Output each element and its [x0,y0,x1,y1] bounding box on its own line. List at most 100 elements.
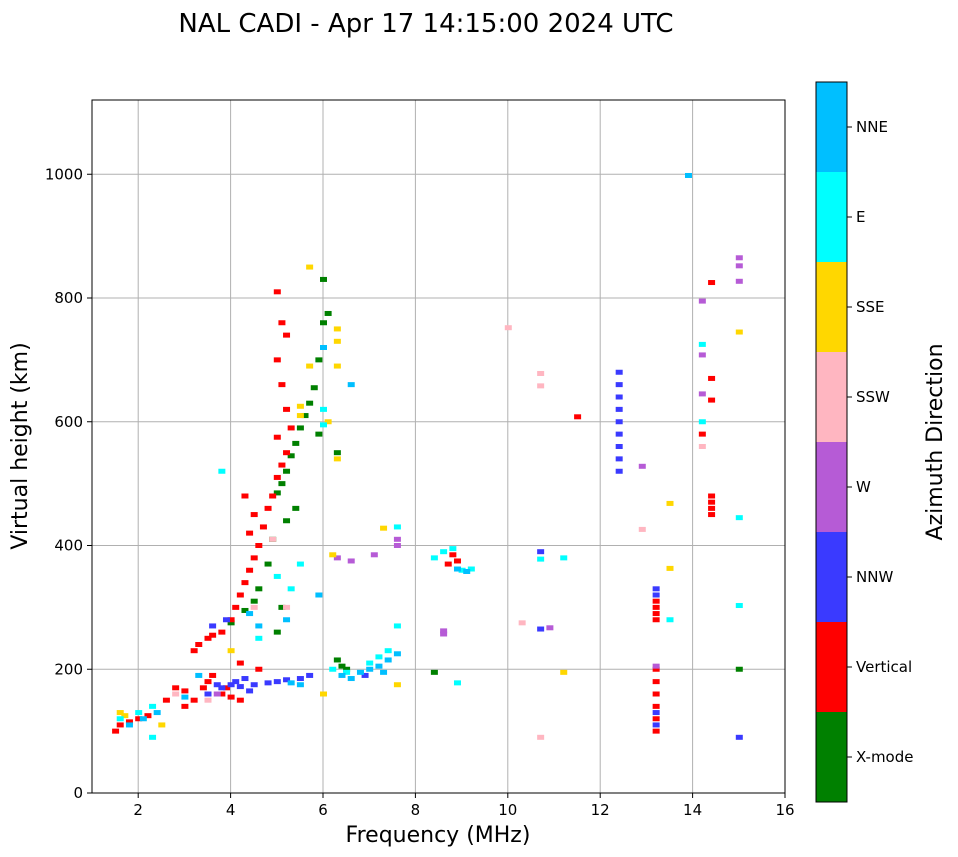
echo-point [320,691,327,697]
echo-point [708,397,716,403]
echo-point [255,666,263,672]
echo-point [735,734,743,740]
echo-point [393,524,401,530]
y-tick-label: 800 [54,289,83,307]
echo-point [453,558,461,564]
echo-point [652,663,660,669]
echo-point [698,341,706,347]
x-tick-label: 2 [133,801,143,819]
echo-point [537,383,545,389]
y-tick-label: 400 [54,537,83,555]
echo-point [273,490,281,496]
series-nne [125,172,692,728]
colorbar-swatch [816,82,847,172]
echo-point [666,565,674,571]
echo-point [273,434,281,440]
echo-point [343,666,351,672]
colorbar-frame [815,81,848,803]
echo-point [209,672,217,678]
echo-point [283,468,291,474]
echo-point [255,635,263,641]
echo-point [306,264,314,270]
echo-point [218,629,226,635]
x-tick-label: 14 [683,801,702,819]
echo-point [264,561,272,567]
colorbar-swatch [816,532,847,622]
echo-point [283,604,291,610]
echo-point [236,660,244,666]
echo-point [273,573,281,579]
echo-point [227,617,235,623]
echo-point [384,648,392,654]
echo-point [347,676,355,682]
echo-point [444,561,452,567]
echo-point [666,617,674,623]
echo-point [735,329,743,335]
echo-point [320,320,327,326]
echo-point [209,623,217,629]
colorbar-label: Azimuth Direction [923,343,948,540]
y-axis-ticks: 0 200 400 600 800 1000 [45,165,92,802]
echo-point [287,425,295,431]
echo-point [153,710,161,716]
echo-point [440,549,448,555]
echo-point [273,629,281,635]
echo-point [652,710,660,716]
series-x-mode [227,276,743,675]
echo-point [735,263,743,269]
echo-point [250,604,258,610]
echo-point [135,716,143,722]
echo-point [301,413,309,419]
echo-point [453,680,461,686]
echo-point [652,604,660,610]
echo-point [463,568,471,574]
echo-point [698,391,706,397]
echo-point [735,515,743,521]
echo-point [615,419,623,425]
echo-point [269,536,277,542]
echo-point [329,552,337,558]
echo-point [232,604,240,610]
echo-point [615,431,623,437]
echo-point [440,628,448,634]
echo-point [343,669,351,675]
echo-point [246,611,254,617]
echo-point [209,632,217,638]
echo-point [283,677,291,683]
echo-point [306,400,314,406]
echo-point [195,642,203,647]
echo-point [467,566,475,572]
colorbar-swatch [816,262,847,352]
echo-point [218,691,226,697]
colorbar-swatch [816,622,847,712]
colorbar-swatch [816,442,847,532]
echo-point [652,703,660,709]
colorbar-tick-label: X-mode [856,748,913,766]
echo-point [652,617,660,623]
colorbar-tick-label: NNE [856,118,888,136]
echo-point [227,648,235,654]
echo-point [296,425,304,431]
echo-point [273,474,281,480]
echo-point [283,406,291,412]
echo-point [393,536,401,542]
echo-point [708,499,716,505]
echo-point [213,691,221,697]
echo-point [430,669,438,675]
echo-point [320,276,327,282]
echo-point [380,525,388,531]
echo-point [273,357,281,363]
echo-point [698,444,706,449]
echo-point [329,666,337,672]
y-tick-label: 200 [54,660,83,678]
echo-point [264,505,272,511]
x-tick-label: 8 [411,801,421,819]
echo-point [320,422,327,428]
echo-point [638,463,646,469]
echo-point [264,680,272,686]
echo-point [125,722,133,728]
echo-point [638,526,646,532]
echo-point [222,685,230,691]
echo-point [324,310,332,316]
